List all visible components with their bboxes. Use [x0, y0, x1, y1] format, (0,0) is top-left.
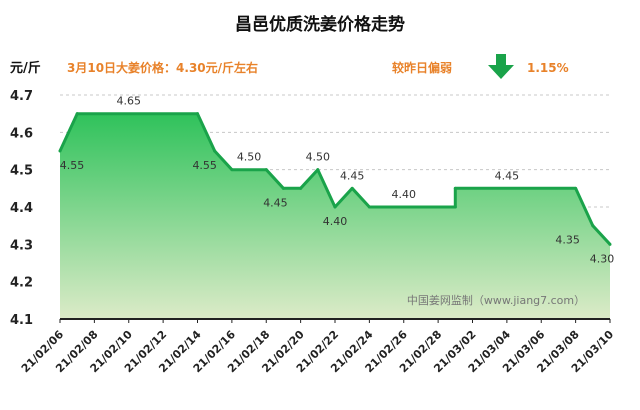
change-value: 1.15%	[527, 61, 569, 75]
data-point	[350, 186, 354, 190]
data-point	[367, 205, 371, 209]
y-axis-unit: 元/斤	[10, 60, 41, 76]
chart-title: 昌邑优质洗姜价格走势	[235, 14, 405, 35]
data-point	[299, 186, 303, 190]
y-tick-label: 4.2	[10, 276, 33, 291]
down-arrow-icon	[488, 54, 514, 79]
data-point	[213, 149, 217, 153]
data-label: 4.45	[495, 169, 520, 182]
data-label: 4.35	[555, 234, 580, 247]
data-point	[333, 205, 337, 209]
y-tick-label: 4.7	[10, 89, 33, 104]
data-point	[316, 168, 320, 172]
data-label: 4.40	[323, 215, 348, 228]
data-point	[230, 168, 234, 172]
change-label: 较昨日偏弱	[392, 60, 452, 75]
data-label: 4.30	[590, 252, 615, 265]
data-point	[264, 168, 268, 172]
data-labels: 4.55 4.65 4.55 4.50 4.45 4.50 4.40 4.45 4.40 4.45…	[60, 95, 615, 266]
data-point	[58, 149, 62, 153]
data-label: 4.40	[392, 188, 417, 201]
data-point	[453, 205, 457, 209]
y-axis: 4.1 4.2 4.3 4.4 4.5 4.6 4.7	[10, 89, 33, 328]
y-tick-label: 4.4	[10, 201, 33, 216]
watermark: 中国姜网监制（www.jiang7.com）	[407, 293, 585, 307]
data-point	[453, 186, 457, 190]
data-point	[281, 186, 285, 190]
area-series	[58, 112, 612, 319]
data-point	[196, 112, 199, 116]
data-label: 4.65	[117, 95, 142, 108]
data-point	[75, 112, 79, 116]
data-point	[591, 224, 595, 228]
y-tick-label: 4.6	[10, 126, 33, 141]
data-label: 4.45	[263, 196, 288, 209]
data-label: 4.50	[237, 151, 262, 164]
x-axis: 21/02/0621/02/0821/02/1021/02/1221/02/14…	[19, 318, 616, 375]
y-tick-label: 4.5	[10, 164, 33, 179]
data-label: 4.45	[340, 169, 365, 182]
data-point	[608, 242, 612, 246]
price-subtitle: 3月10日大姜价格：4.30元/斤左右	[67, 60, 258, 75]
data-label: 4.55	[192, 159, 217, 172]
y-tick-label: 4.1	[10, 313, 33, 328]
data-label: 4.50	[306, 151, 331, 164]
data-point	[574, 186, 578, 190]
area-fill	[60, 113, 610, 319]
data-label: 4.55	[60, 159, 85, 172]
y-tick-label: 4.3	[10, 238, 33, 253]
